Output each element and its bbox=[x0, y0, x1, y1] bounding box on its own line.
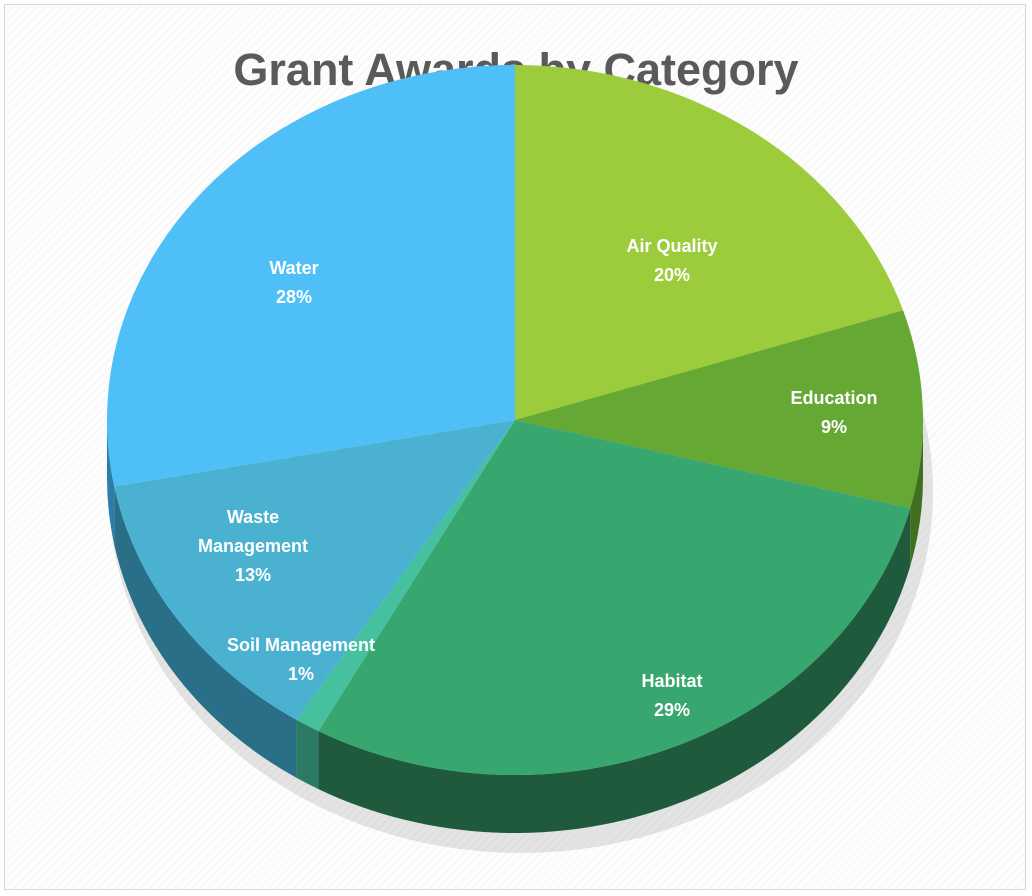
data-label-name: Education bbox=[790, 388, 877, 408]
pie-side-soil-management bbox=[296, 719, 319, 790]
data-label-value: 20% bbox=[654, 265, 690, 285]
pie-side-water bbox=[107, 420, 115, 545]
data-label-value: 1% bbox=[288, 664, 314, 684]
pie-side-habitat bbox=[318, 508, 911, 834]
data-label-name: Air Quality bbox=[626, 236, 717, 256]
data-label-habitat: Habitat 29% bbox=[641, 671, 702, 720]
pie-slice-education bbox=[515, 310, 924, 509]
pie-slice-air-quality bbox=[515, 65, 904, 420]
pie-side-education bbox=[910, 420, 923, 567]
data-label-name: Waste bbox=[227, 507, 279, 527]
data-label-value: 13% bbox=[235, 565, 271, 585]
pie-slice-water bbox=[106, 64, 515, 487]
data-label-value: 29% bbox=[654, 700, 690, 720]
data-label-name: Management bbox=[198, 536, 308, 556]
pie-slice-soil-management bbox=[296, 420, 515, 732]
data-label-value: 9% bbox=[821, 417, 847, 437]
data-label-air-quality: Air Quality 20% bbox=[626, 236, 717, 285]
data-label-name: Habitat bbox=[641, 671, 702, 691]
data-label-soil-management: Soil Management 1% bbox=[227, 635, 375, 684]
data-label-name: Soil Management bbox=[227, 635, 375, 655]
data-label-education: Education 9% bbox=[790, 388, 877, 437]
pie-slice-waste-management bbox=[114, 420, 515, 720]
pie-slice-habitat bbox=[318, 420, 911, 775]
data-label-value: 28% bbox=[276, 287, 312, 307]
data-label-water: Water 28% bbox=[269, 258, 318, 307]
data-label-waste-management: Waste Management 13% bbox=[198, 507, 308, 585]
data-label-name: Water bbox=[269, 258, 318, 278]
pie-side-waste-management bbox=[114, 486, 297, 778]
